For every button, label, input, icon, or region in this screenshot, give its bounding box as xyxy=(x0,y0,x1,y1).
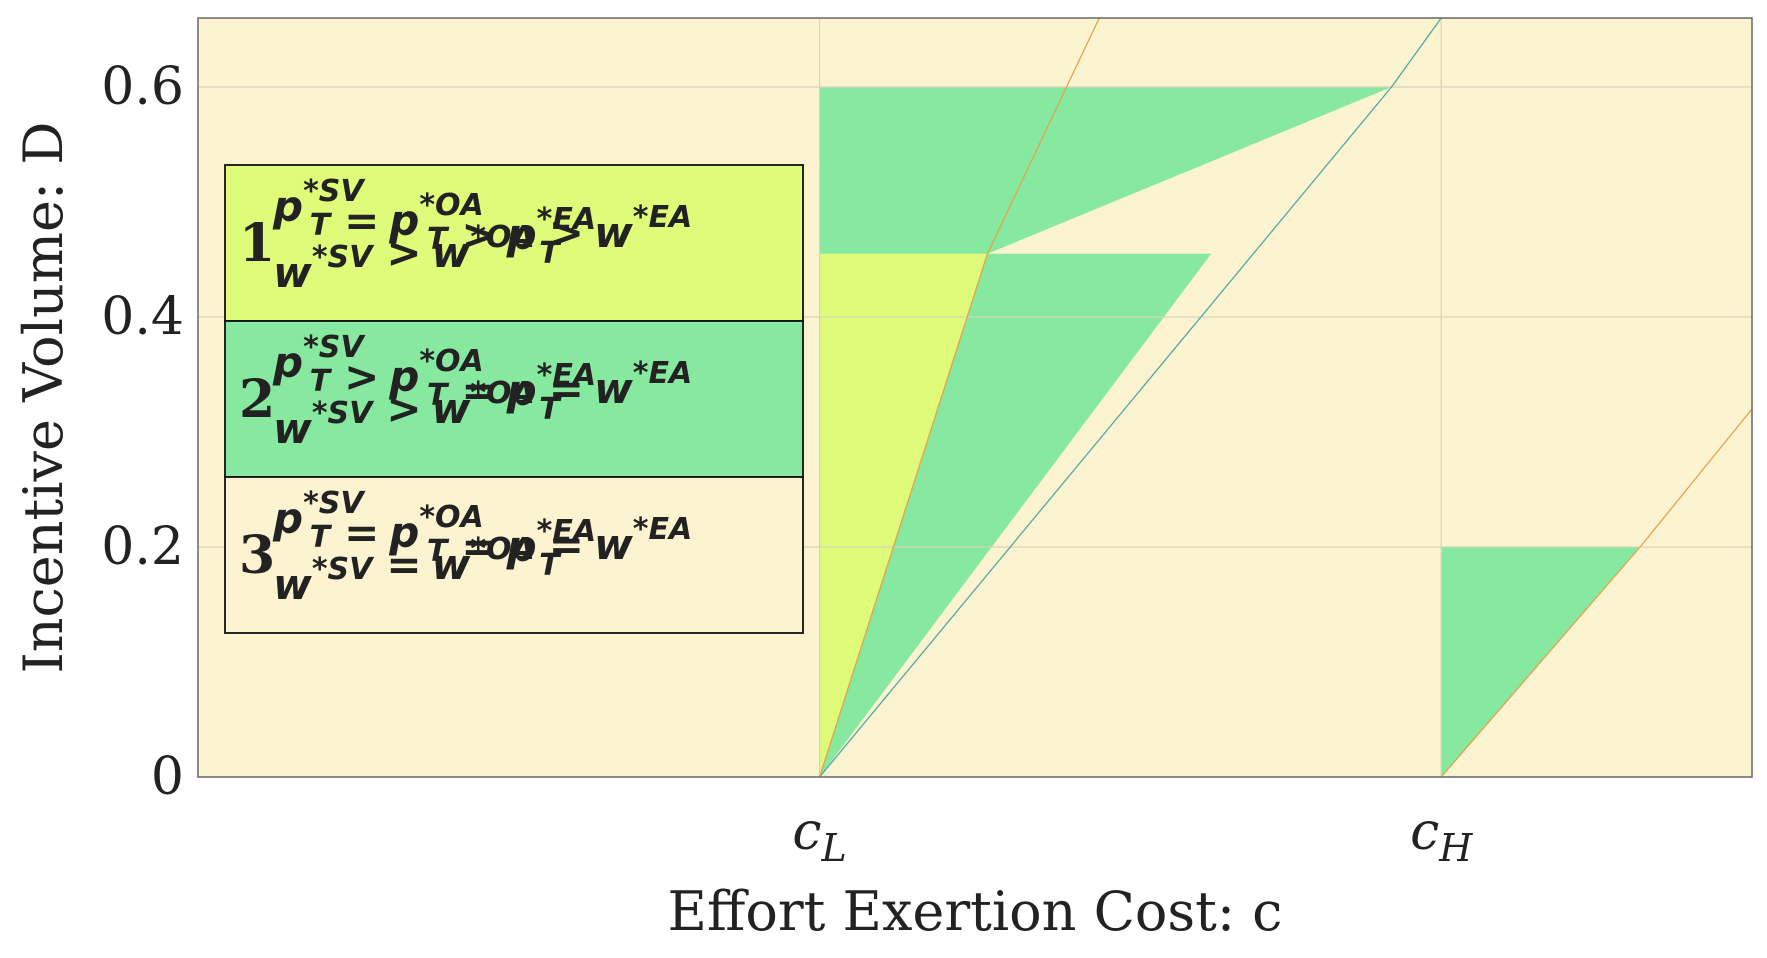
legend-line1-1: p*SV T = p*OA T > p*EA T xyxy=(272,174,594,271)
boundary-line-1 xyxy=(818,17,1100,778)
y-tick-label-0: 0 xyxy=(151,747,184,807)
legend-line1-3: p*SV T = p*OA T = p*EA T xyxy=(272,486,594,583)
legend-number-2: 2 xyxy=(239,369,275,430)
legend-box-2 xyxy=(224,320,804,478)
y-tick-label-3: 0.6 xyxy=(101,57,184,117)
boundary-line-0 xyxy=(819,17,1442,778)
legend-line2-3: w*SV = w*OA = w*EA xyxy=(273,512,692,609)
y-tick-label-1: 0.2 xyxy=(101,517,184,577)
lines-layer xyxy=(818,17,1753,778)
legend-line1-2: p*SV T > p*OA T = p*EA T xyxy=(272,330,594,427)
legend-number-3: 3 xyxy=(239,525,275,586)
x-tick-labels: cL cH xyxy=(792,802,1473,870)
region-2-polygon-2 xyxy=(819,253,1212,778)
y-axis-label: Incentive Volume: D xyxy=(12,121,75,673)
region-2-polygon-1 xyxy=(819,87,1392,254)
x-tick-label-1: cH xyxy=(1410,802,1473,870)
legend-line2-2: w*SV > w*OA = w*EA xyxy=(273,356,692,453)
legend-box-1 xyxy=(224,164,804,322)
y-tick-labels: 0 0.2 0.4 0.6 xyxy=(101,57,184,807)
legend-line2-1: w*SV > w*OA > w*EA xyxy=(273,200,692,297)
legend: 1p*SV T = p*OA T > p*EA Tw*SV > w*OA > w*EA 2p*SV T > p… xyxy=(224,164,804,634)
x-axis-label: Effort Exertion Cost: c xyxy=(668,880,1283,943)
x-tick-label-0: cL xyxy=(792,802,846,870)
y-tick-label-2: 0.4 xyxy=(101,287,184,347)
legend-number-1: 1 xyxy=(239,213,275,274)
plot-frame xyxy=(197,17,1753,778)
legend-box-3 xyxy=(224,476,804,634)
boundary-line-2 xyxy=(1440,408,1753,778)
